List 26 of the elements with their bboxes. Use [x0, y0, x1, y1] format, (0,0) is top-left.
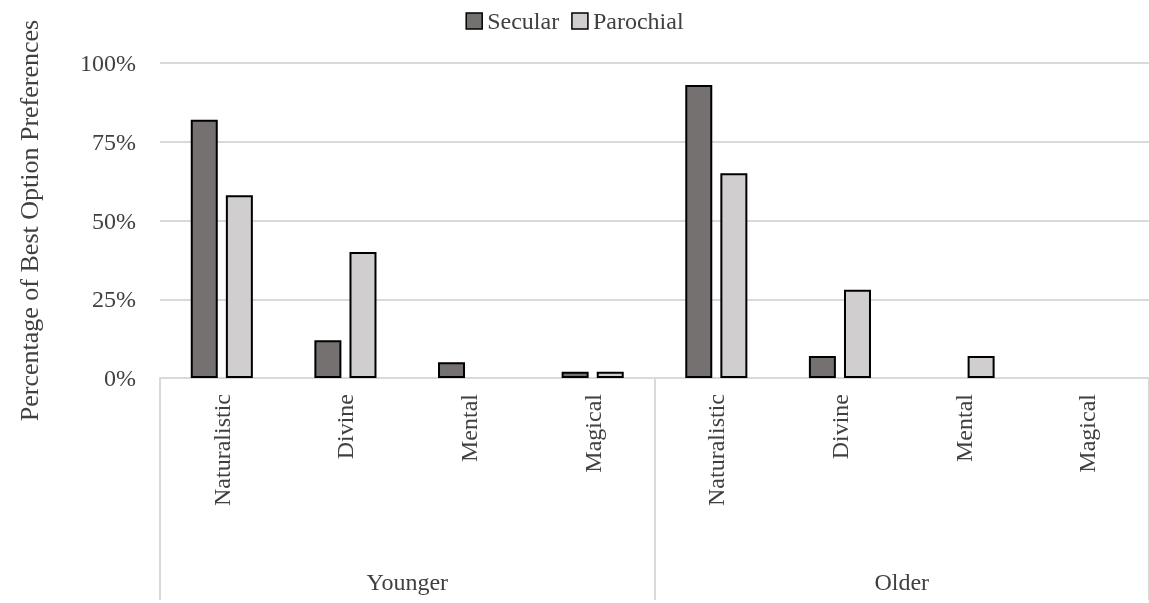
y-tick-label: 75% [92, 128, 136, 155]
x-tick-label: Magical [579, 393, 606, 473]
x-tick-label: Magical [1074, 393, 1101, 473]
x-tick-label: Naturalistic [208, 394, 235, 506]
bar [967, 355, 995, 378]
bar [561, 371, 589, 378]
y-tick-label: 25% [92, 286, 136, 313]
bar [596, 371, 624, 378]
bar [808, 355, 836, 378]
x-tick-label: Divine [332, 394, 359, 460]
bar [438, 362, 466, 378]
text: Older [874, 569, 930, 595]
text: Younger [366, 569, 449, 595]
y-axis-title: Percentage of Best Option Preferences [14, 19, 44, 422]
legend-label: Parochial [592, 8, 684, 34]
x-tick-label: Mental [950, 393, 977, 462]
bar [190, 119, 218, 378]
y-tick-label: 50% [92, 207, 136, 234]
y-tick-label: 0% [104, 365, 136, 391]
bar [314, 340, 342, 378]
x-tick-label: Divine [826, 394, 853, 460]
x-tick-label: Mental [456, 393, 483, 462]
bar [685, 85, 713, 378]
legend-label: Secular [487, 8, 560, 34]
x-tick-label: Naturalistic [703, 394, 730, 506]
y-tick-label: 100% [80, 50, 136, 76]
